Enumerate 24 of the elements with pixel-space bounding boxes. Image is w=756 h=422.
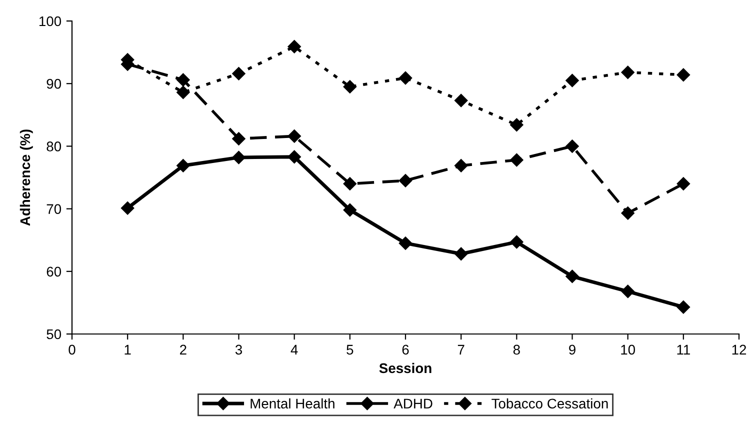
x-tick-label: 6 — [402, 344, 409, 355]
x-tick-label: 7 — [458, 344, 464, 354]
x-tick-label: 5 — [346, 344, 354, 355]
x-tick-label: 4 — [290, 344, 298, 354]
y-tick-label: 60 — [46, 266, 62, 277]
legend-label: Mental Health — [250, 398, 334, 409]
x-tick-label: 10 — [621, 344, 636, 355]
x-tick-label: 2 — [180, 344, 186, 354]
y-tick-label: 90 — [46, 78, 62, 89]
legend-label: ADHD — [394, 398, 432, 408]
x-tick-label: 1 — [124, 344, 131, 354]
x-tick-label: 11 — [677, 344, 690, 354]
x-tick-label: 3 — [235, 344, 242, 355]
x-axis-title: Session — [379, 362, 432, 374]
y-tick-label: 50 — [46, 329, 62, 340]
y-tick-label: 100 — [39, 16, 62, 26]
x-tick-label: 8 — [513, 344, 520, 355]
x-tick-label: 0 — [68, 344, 76, 355]
y-axis-title: Adherence (%) — [20, 130, 33, 226]
y-tick-label: 80 — [46, 142, 62, 152]
x-tick-label: 12 — [732, 344, 746, 354]
y-tick-label: 70 — [46, 204, 62, 214]
x-tick-label: 9 — [569, 344, 576, 355]
legend-label: Tobacco Cessation — [492, 398, 608, 409]
